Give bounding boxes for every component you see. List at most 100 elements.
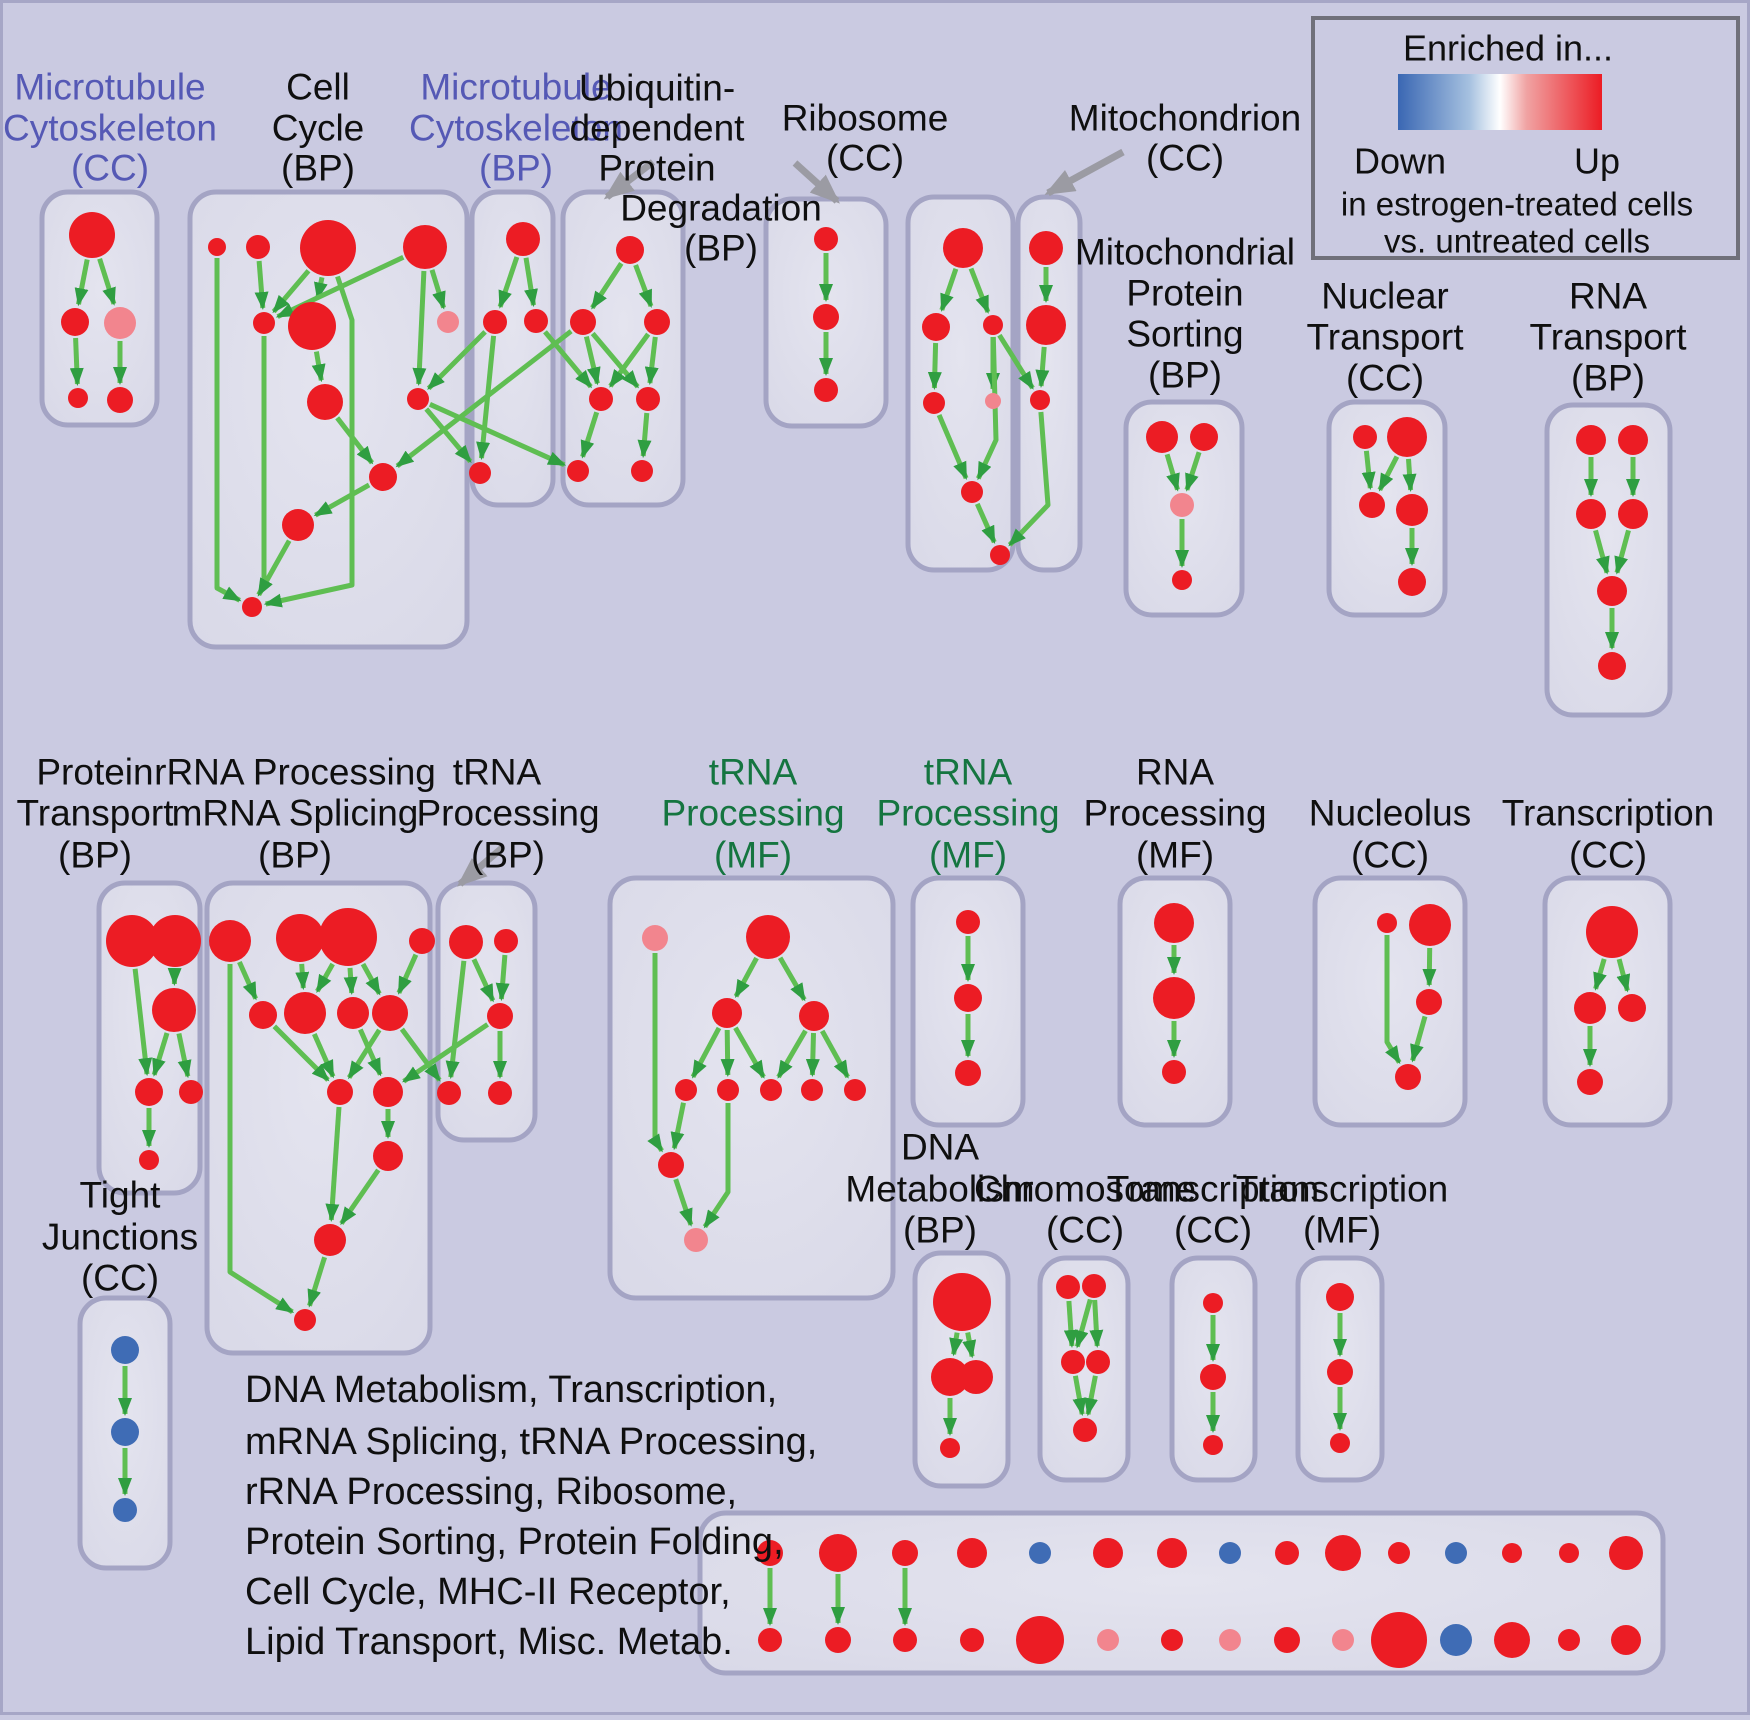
graph-node-r4 — [923, 392, 945, 414]
graph-node-v1 — [814, 227, 838, 251]
graph-node-d1 — [933, 1273, 991, 1331]
graph-node-a1 — [69, 212, 115, 258]
graph-node-mt2 — [1026, 305, 1066, 345]
graph-node-c12 — [242, 597, 262, 617]
graph-node-m2 — [483, 310, 507, 334]
graph-node-l3 — [1416, 989, 1442, 1015]
graph-node-rt4 — [1618, 499, 1648, 529]
graph-node-j11 — [1558, 1629, 1580, 1651]
cluster-label-line: (BP) — [903, 1210, 977, 1251]
graph-node-w5 — [488, 1081, 512, 1105]
graph-node-l4 — [1395, 1064, 1421, 1090]
graph-node-q1 — [209, 920, 251, 962]
graph-node-bb1 — [758, 1628, 782, 1652]
graph-node-g6 — [717, 1079, 739, 1101]
graph-node-m4 — [469, 462, 491, 484]
cluster-label-line: (BP) — [479, 148, 553, 189]
graph-edge-nt2-nt4 — [1409, 459, 1411, 490]
graph-node-g8 — [801, 1079, 823, 1101]
graph-node-k2 — [1153, 977, 1195, 1019]
cluster-label-line: DNA — [901, 1127, 979, 1168]
graph-node-g3 — [712, 998, 742, 1028]
cluster-label-line: (CC) — [1174, 1210, 1252, 1251]
graph-node-c4 — [403, 225, 447, 269]
graph-node-g10 — [658, 1152, 684, 1178]
graph-node-q8 — [372, 995, 408, 1031]
graph-node-a3 — [104, 307, 136, 339]
graph-node-s4 — [1172, 570, 1192, 590]
graph-node-rt5 — [1597, 576, 1627, 606]
graph-node-j1 — [960, 1628, 984, 1652]
graph-node-mt1 — [1029, 231, 1063, 265]
graph-node-e1 — [1056, 1275, 1080, 1299]
cluster-label-line: Transcription — [1236, 1169, 1448, 1210]
cluster-label-line: (BP) — [471, 835, 545, 876]
cluster-label-line: (BP) — [58, 835, 132, 876]
cluster-label-line: Junctions — [42, 1217, 198, 1258]
graph-node-p3 — [152, 988, 196, 1032]
cluster-label-line: Processing — [876, 793, 1059, 834]
graph-node-c2 — [246, 235, 270, 259]
cluster-label-line: Mitochondrion — [1069, 98, 1301, 139]
graph-node-u6 — [567, 460, 589, 482]
cluster-label-line: rRNA Processing — [154, 752, 436, 793]
graph-node-u4 — [589, 387, 613, 411]
graph-node-p4 — [135, 1078, 163, 1106]
graph-node-x2 — [1574, 992, 1606, 1024]
cluster-label-line: (MF) — [714, 835, 792, 876]
graph-edge-mt2-r6 — [1041, 347, 1044, 386]
graph-node-p6 — [139, 1150, 159, 1170]
graph-node-g5 — [675, 1079, 697, 1101]
graph-node-bt3 — [892, 1540, 918, 1566]
graph-node-rt3 — [1576, 499, 1606, 529]
graph-edge-q3-q7 — [350, 968, 352, 993]
graph-node-r6 — [1030, 390, 1050, 410]
graph-node-s2 — [1190, 423, 1218, 451]
graph-node-a2 — [61, 308, 89, 336]
cluster-label-line: Protein — [598, 148, 715, 189]
cluster-label-line: (BP) — [684, 228, 758, 269]
graph-node-c9 — [407, 388, 429, 410]
graph-node-e2 — [1082, 1274, 1106, 1298]
cluster-label-line: mRNA Splicing — [172, 793, 419, 834]
graph-node-i5 — [1219, 1542, 1241, 1564]
graph-node-a4 — [68, 388, 88, 408]
graph-edge-l2-l3 — [1429, 948, 1430, 985]
graph-node-c5 — [437, 311, 459, 333]
cluster-label-line: Sorting — [1126, 314, 1243, 355]
graph-node-g1 — [642, 925, 668, 951]
graph-node-h3 — [955, 1060, 981, 1086]
graph-node-x1 — [1586, 906, 1638, 958]
graph-node-w2 — [494, 929, 518, 953]
graph-node-y3 — [1330, 1433, 1350, 1453]
cluster-label-line: tRNA — [924, 752, 1013, 793]
graph-node-f2 — [1200, 1364, 1226, 1390]
graph-node-i6 — [1275, 1541, 1299, 1565]
graph-node-nt3 — [1359, 492, 1385, 518]
graph-node-u5 — [636, 387, 660, 411]
graph-node-j12 — [1611, 1625, 1641, 1655]
graph-node-tj2 — [111, 1418, 139, 1446]
graph-node-q11 — [373, 1141, 403, 1171]
graph-node-g11 — [684, 1228, 708, 1252]
graph-node-v3 — [814, 378, 838, 402]
cluster-label-line: (BP) — [1571, 358, 1645, 399]
graph-node-x4 — [1577, 1069, 1603, 1095]
legend-title: Enriched in... — [1403, 28, 1613, 69]
graph-edge-a2-a4 — [76, 338, 78, 384]
cluster-label-line: Degradation — [620, 188, 822, 229]
legend-up-label: Up — [1574, 141, 1620, 182]
graph-node-r7 — [961, 481, 983, 503]
graph-node-y2 — [1327, 1359, 1353, 1385]
graph-node-u1 — [616, 236, 644, 264]
cluster-label-line: (CC) — [1346, 358, 1424, 399]
note-line: mRNA Splicing, tRNA Processing, — [245, 1421, 817, 1463]
cluster-label-line: (BP) — [281, 148, 355, 189]
graph-node-r2 — [922, 313, 950, 341]
graph-node-j9 — [1440, 1624, 1472, 1656]
graph-node-i10 — [1502, 1543, 1522, 1563]
graph-node-nt4 — [1396, 494, 1428, 526]
note-line: Lipid Transport, Misc. Metab. — [245, 1621, 733, 1663]
graph-node-q7 — [337, 997, 369, 1029]
cluster-label-line: (CC) — [1046, 1210, 1124, 1251]
